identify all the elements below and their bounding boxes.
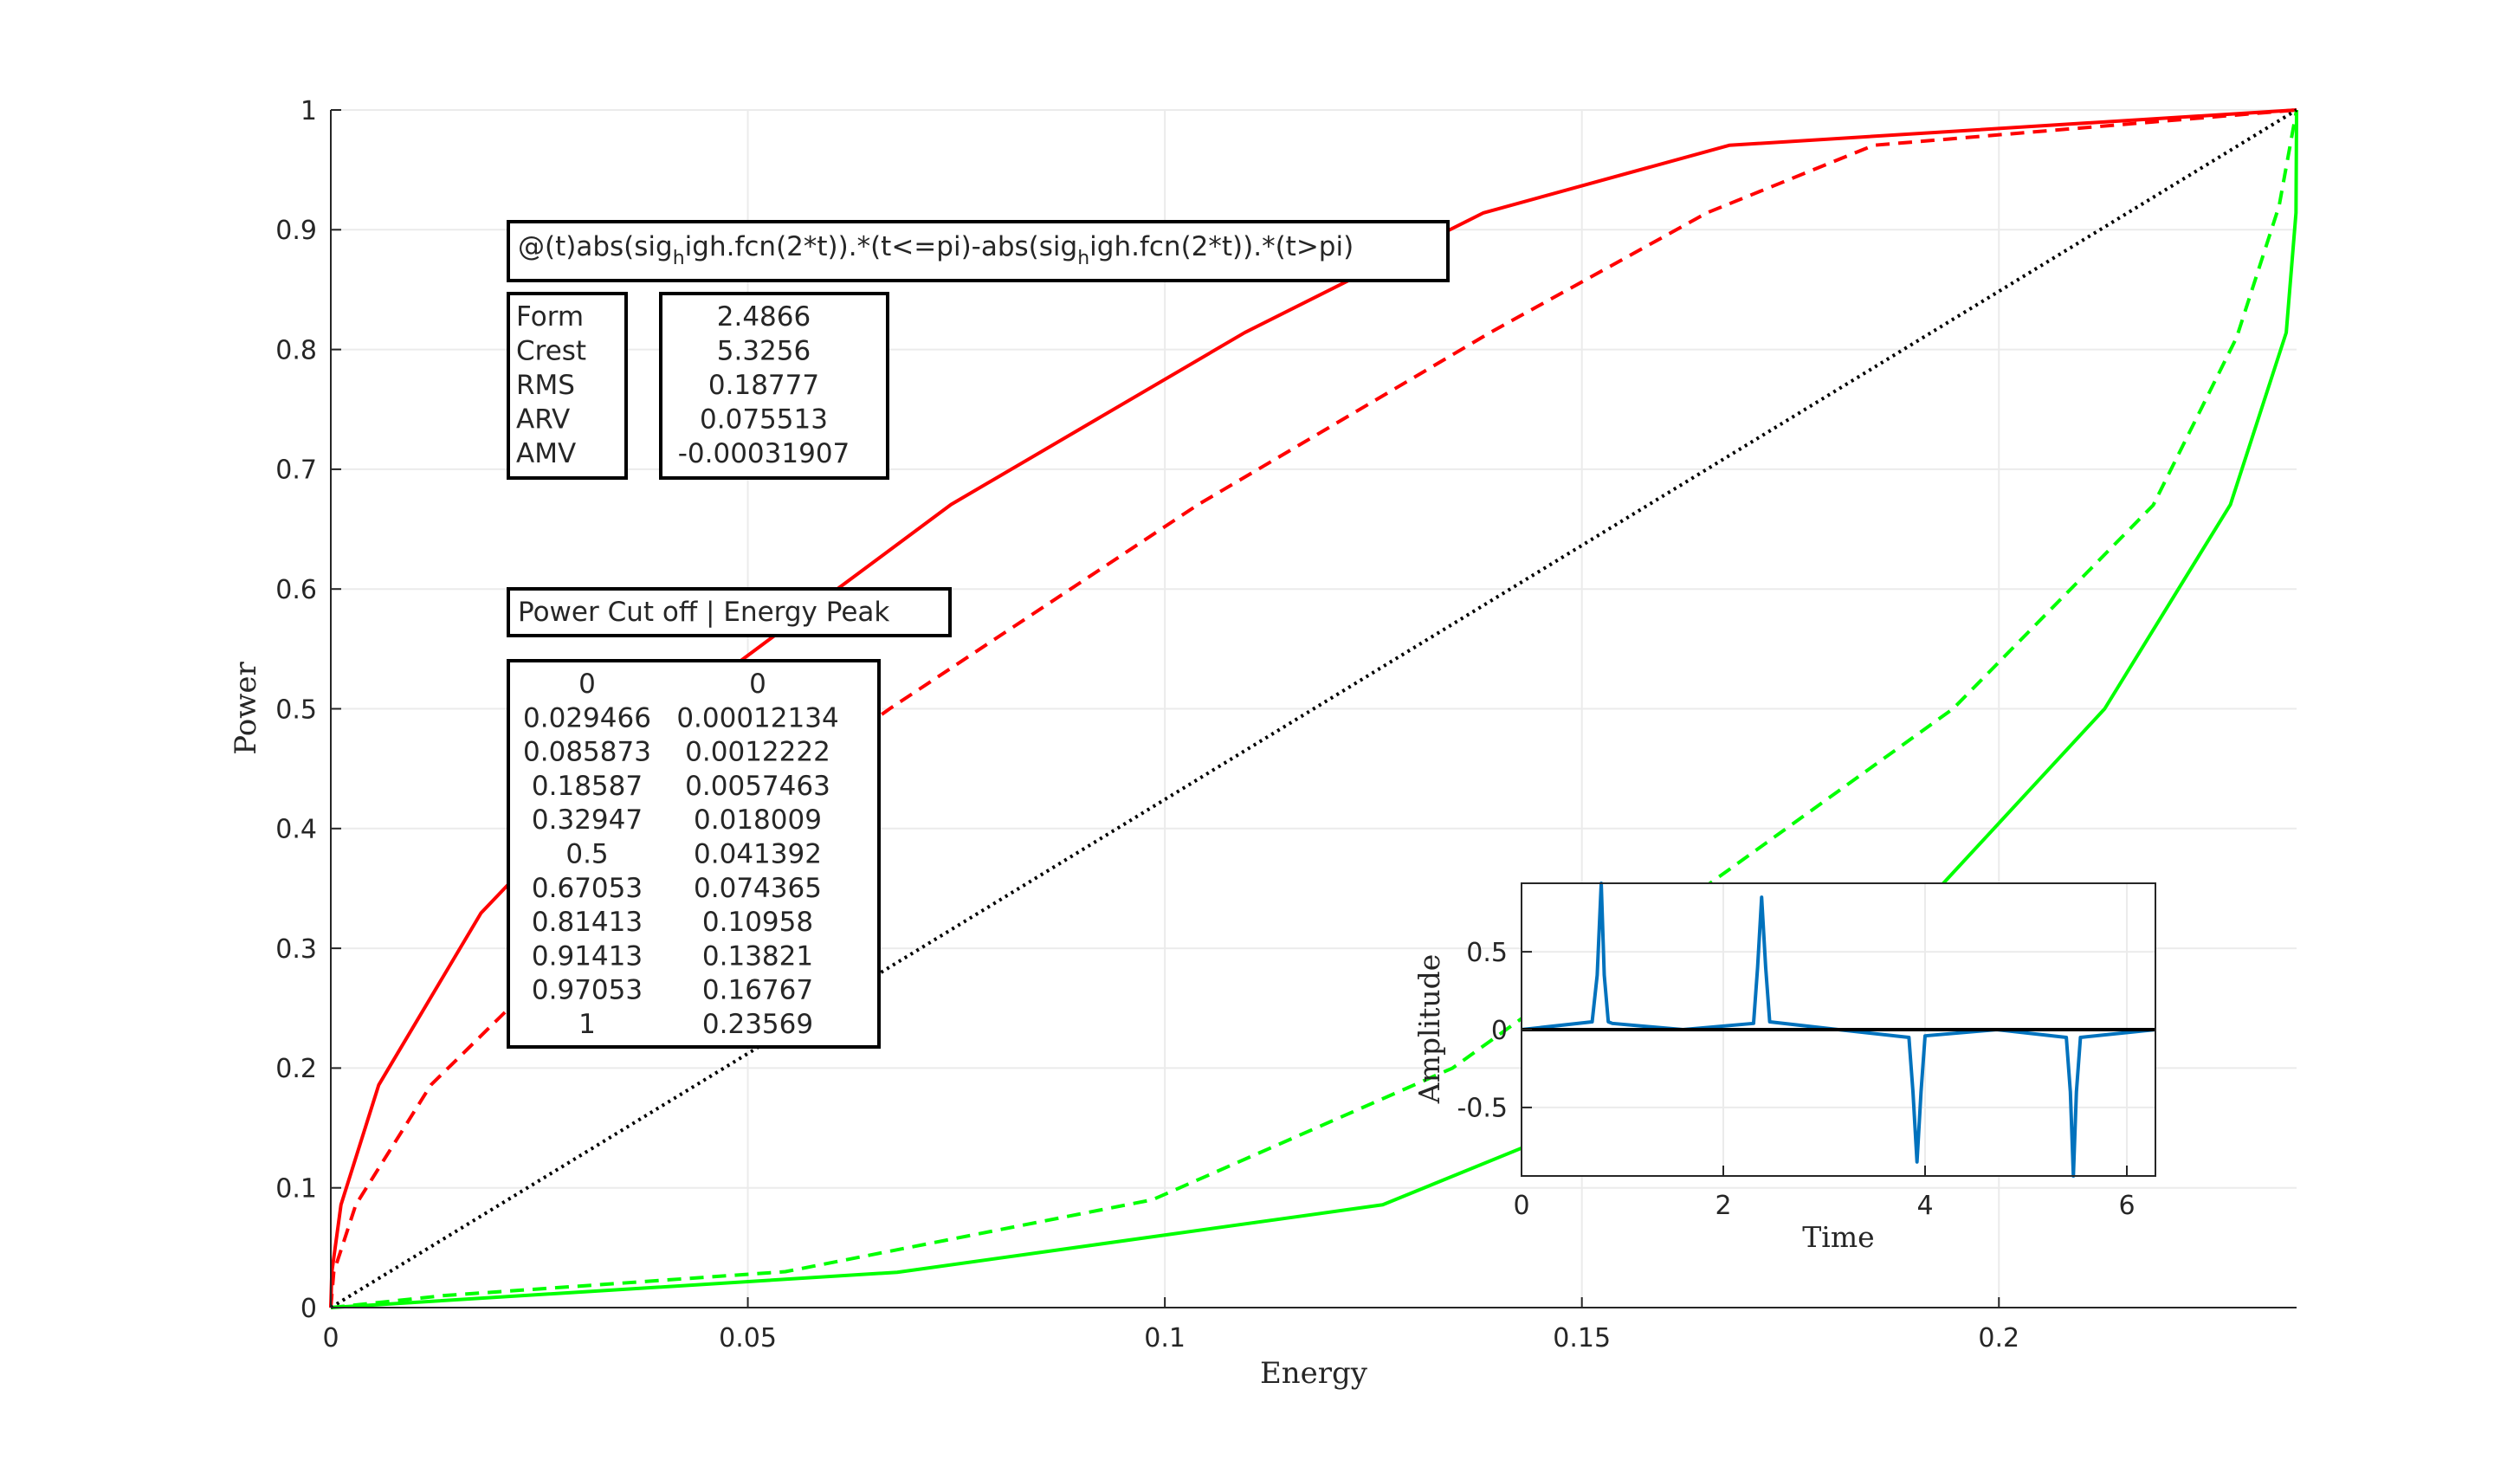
y-tick-label: 0.8 [275, 335, 317, 365]
stats-names-box [507, 292, 628, 480]
table-cell-power: 0.085873 [523, 737, 651, 768]
stat-name: Form [516, 301, 584, 333]
inset-axis-lines [1521, 882, 2156, 1177]
series-line-1 [329, 108, 2297, 1308]
main-axis-lines [330, 109, 2297, 1308]
x-tick-label: 4 [1916, 1191, 1933, 1221]
main-x-axis-label: Energy [1260, 1356, 1368, 1391]
y-tick-label: 0.4 [275, 815, 317, 845]
stat-value: -0.00031907 [678, 438, 850, 469]
table-cell-energy: 0.0057463 [685, 771, 830, 802]
table-cell-energy: 0.16767 [702, 975, 813, 1006]
stat-name: Crest [516, 336, 586, 367]
table-cell-power: 0.97053 [532, 975, 643, 1006]
x-tick-label: 6 [2118, 1191, 2135, 1221]
x-tick-label: 0.2 [1978, 1323, 2019, 1353]
table-header-text: Power Cut off | Energy Peak [518, 597, 889, 628]
stat-name: RMS [516, 370, 575, 401]
table-cell-energy: 0.23569 [702, 1009, 813, 1040]
y-tick-label: 0.6 [275, 575, 317, 605]
table-cell-power: 0.029466 [523, 702, 651, 733]
y-tick-label: 0.3 [275, 934, 317, 965]
inset-x-tick-labels: 0 2 4 6 [1513, 1191, 2135, 1221]
series-line-4 [329, 108, 2298, 1309]
stat-value: 2.4866 [717, 301, 811, 333]
x-tick-label: 0.05 [719, 1323, 777, 1353]
y-tick-label: 1 [300, 96, 317, 126]
y-tick-label: 0.7 [275, 455, 317, 486]
x-tick-label: 0.1 [1144, 1323, 1186, 1353]
formula-text: @(t)abs(sighigh.fcn(2*t)).*(t<=pi)-abs(s… [518, 231, 1354, 269]
stat-value: 0.18777 [708, 370, 819, 401]
table-cell-energy: 0.0012222 [685, 737, 830, 768]
x-tick-label: 2 [1715, 1191, 1731, 1221]
main-x-tick-labels: 0 0.05 0.1 0.15 0.2 [322, 1323, 2019, 1353]
table-cell-energy: 0.13821 [702, 940, 813, 972]
y-tick-label: 0 [300, 1294, 317, 1324]
table-cell-power: 0.67053 [532, 873, 643, 904]
table-cell-energy: 0.018009 [694, 804, 822, 836]
table-cell-energy: 0 [749, 669, 766, 700]
table-cell-power: 0.81413 [532, 907, 643, 938]
y-tick-label: 0.5 [1466, 938, 1508, 968]
table-cell-energy: 0.041392 [694, 839, 822, 870]
table-cell-power: 1 [578, 1009, 596, 1040]
x-tick-label: 0 [322, 1323, 339, 1353]
table-cell-power: 0.5 [565, 839, 608, 870]
stat-name: ARV [516, 404, 570, 436]
y-tick-label: -0.5 [1457, 1094, 1508, 1124]
y-tick-label: 0.5 [275, 694, 317, 725]
stat-value: 0.075513 [700, 404, 828, 436]
main-y-tick-labels: 0 0.1 0.2 0.3 0.4 0.5 0.6 0.7 0.8 0.9 1 [275, 96, 317, 1324]
table-box [507, 659, 881, 1049]
inset-series [1521, 882, 2156, 1178]
table-header-box [507, 587, 952, 637]
axis-box [1521, 882, 2156, 1177]
formula-annotation: @(t)abs(sighigh.fcn(2*t)).*(t<=pi)-abs(s… [507, 220, 1450, 282]
stat-value: 5.3256 [717, 336, 811, 367]
y-tick-label: 0.1 [275, 1174, 317, 1205]
inset-y-tick-labels: -0.5 0 0.5 [1457, 938, 1508, 1124]
inset-y-axis-label: Amplitude [1412, 954, 1446, 1105]
table-cell-energy: 0.00012134 [676, 702, 838, 733]
inset-axes: 0 2 4 6 -0.5 0 0.5 Time Amplitude [1412, 882, 2156, 1254]
table-cell-power: 0.18587 [532, 771, 643, 802]
stat-name: AMV [516, 438, 576, 469]
table-header-annotation: Power Cut off | Energy Peak [507, 587, 952, 637]
table-cell-power: 0 [578, 669, 596, 700]
main-y-axis-label: Power [229, 662, 263, 755]
y-tick-label: 0 [1491, 1016, 1508, 1046]
table-cell-power: 0.32947 [532, 804, 643, 836]
x-tick-label: 0 [1513, 1191, 1529, 1221]
table-cell-power: 0.91413 [532, 940, 643, 972]
y-tick-label: 0.2 [275, 1054, 317, 1084]
stats-values-box [659, 292, 889, 480]
formula-box [507, 220, 1450, 282]
table-cell-energy: 0.10958 [702, 907, 813, 938]
series-line-0 [1521, 882, 2156, 1178]
series-line-2 [330, 109, 2298, 1309]
table-cell-energy: 0.074365 [694, 873, 822, 904]
y-tick-label: 0.9 [275, 216, 317, 246]
x-tick-label: 0.15 [1553, 1323, 1611, 1353]
inset-x-axis-label: Time [1802, 1220, 1874, 1254]
